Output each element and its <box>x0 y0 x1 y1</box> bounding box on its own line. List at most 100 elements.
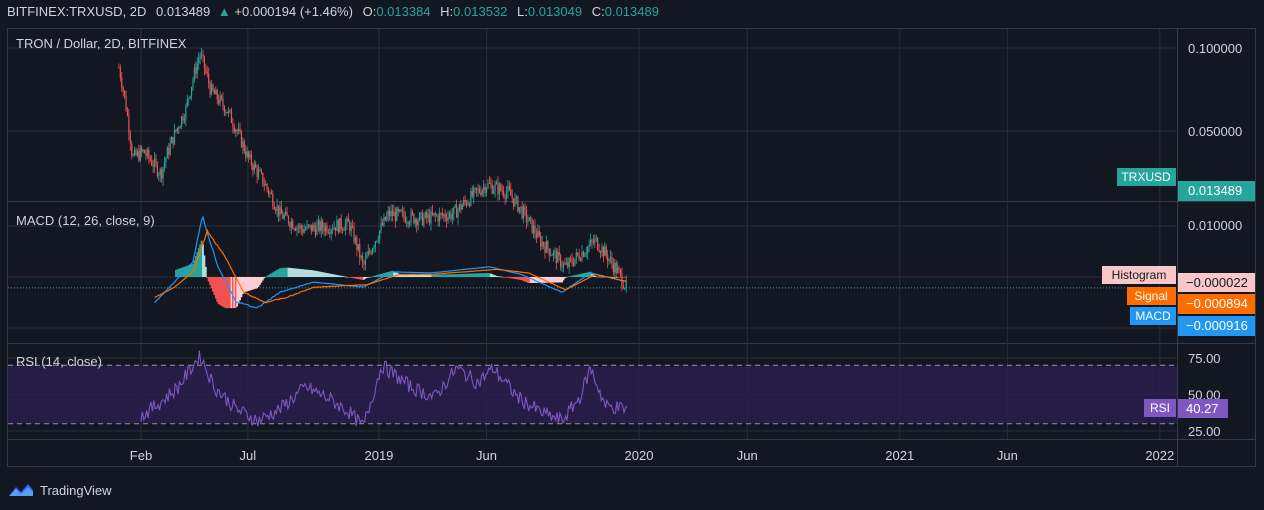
histogram-bar <box>277 269 280 277</box>
candle-body <box>299 225 301 228</box>
histogram-bar <box>505 277 508 278</box>
histogram-bar <box>464 273 467 277</box>
candle-body <box>538 230 540 236</box>
candle-body <box>433 213 435 215</box>
histogram-bar <box>233 277 236 309</box>
candle-body <box>436 215 438 217</box>
candle-body <box>416 219 418 226</box>
histogram-bar <box>447 274 449 277</box>
candle-body <box>438 213 441 222</box>
histogram-bar <box>591 273 593 277</box>
candle-body <box>269 192 271 194</box>
histogram-bar <box>343 276 345 277</box>
candle-body <box>354 237 357 243</box>
tradingview-logo-icon <box>9 484 33 496</box>
histogram-bar <box>402 274 405 277</box>
candle-body <box>212 84 214 91</box>
histogram-bar <box>454 274 457 277</box>
price-tick: 0.100000 <box>1188 41 1242 56</box>
candle-body <box>617 267 619 274</box>
histogram-bar <box>400 273 402 277</box>
histogram-bar <box>428 274 431 277</box>
candle-body <box>557 251 559 263</box>
histogram-value: −0.000022 <box>1186 275 1248 290</box>
candle-body <box>287 216 290 224</box>
candle-body <box>118 67 120 69</box>
candle-body <box>558 251 560 256</box>
histogram-bar <box>390 271 392 277</box>
histogram-bar <box>337 275 340 277</box>
candle-body <box>420 212 422 214</box>
candle-body <box>165 158 167 163</box>
time-axis: Feb Jul 2019 Jun 2020 Jun 2021 Jun 2022 <box>130 448 1174 463</box>
trxusd-chart[interactable]: TRON / Dollar, 2D, BITFINEX MACD (12, 26… <box>0 0 1264 478</box>
candle-body <box>594 238 596 243</box>
candle-body <box>421 212 424 226</box>
histogram-bar <box>538 277 541 283</box>
histogram-bar <box>269 274 271 277</box>
candle-body <box>565 262 567 265</box>
histogram-bar <box>197 248 200 277</box>
candle-body <box>215 89 217 95</box>
histogram-bar <box>358 277 361 280</box>
candle-body <box>484 186 486 193</box>
candle-body <box>126 110 129 116</box>
histogram-bar <box>545 277 548 283</box>
candle-body <box>471 190 473 197</box>
histogram-bar <box>297 268 300 277</box>
candle-body <box>198 59 200 64</box>
candle-body <box>119 67 121 79</box>
histogram-bar <box>241 277 244 295</box>
candle-body <box>567 262 569 268</box>
candle-body <box>343 230 345 232</box>
histogram-bar <box>283 267 286 277</box>
tradingview-footer[interactable]: TradingView <box>8 480 112 500</box>
candle-body <box>312 224 314 232</box>
rsi-value-tag <box>1178 399 1228 418</box>
histogram-bar <box>298 268 301 277</box>
candle-body <box>320 221 322 232</box>
histogram-bar <box>296 268 298 277</box>
candle-body <box>522 206 525 219</box>
histogram-bar <box>321 272 324 277</box>
candle-body <box>618 267 620 270</box>
histogram-bar <box>566 276 569 278</box>
histogram-bar <box>314 270 317 277</box>
histogram-bar <box>525 277 528 283</box>
histogram-bar <box>621 277 623 278</box>
histogram-bar <box>199 244 202 277</box>
histogram-bar <box>612 276 615 278</box>
histogram-bar <box>502 277 505 278</box>
histogram-bar <box>270 273 273 277</box>
candle-body <box>463 199 465 206</box>
candle-body <box>411 211 414 214</box>
histogram-bar <box>194 255 197 277</box>
candle-body <box>151 160 153 166</box>
candle-body <box>480 192 482 195</box>
histogram-bar <box>541 277 544 283</box>
histogram-bar <box>479 273 482 277</box>
candle-body <box>369 250 371 253</box>
candle-body <box>235 130 237 132</box>
candle-body <box>351 225 354 227</box>
candle-body <box>440 213 442 214</box>
candle-body <box>495 182 498 185</box>
candle-body <box>138 151 140 161</box>
candle-body <box>491 184 493 194</box>
histogram-bar <box>552 277 555 283</box>
change-up-icon: ▲ <box>217 4 231 19</box>
histogram-bar <box>361 277 364 280</box>
candle-body <box>548 248 550 256</box>
candle-body <box>155 158 157 164</box>
histogram-bar <box>353 277 355 279</box>
candle-body <box>262 172 264 185</box>
candle-body <box>245 151 247 157</box>
histogram-bar <box>462 273 465 277</box>
candle-body <box>475 187 478 191</box>
histogram-bar <box>290 268 293 277</box>
candle-body <box>374 241 376 248</box>
candle-body <box>209 83 211 95</box>
histogram-bar <box>311 270 314 277</box>
histogram-bar <box>442 274 445 277</box>
candle-body <box>128 115 130 134</box>
